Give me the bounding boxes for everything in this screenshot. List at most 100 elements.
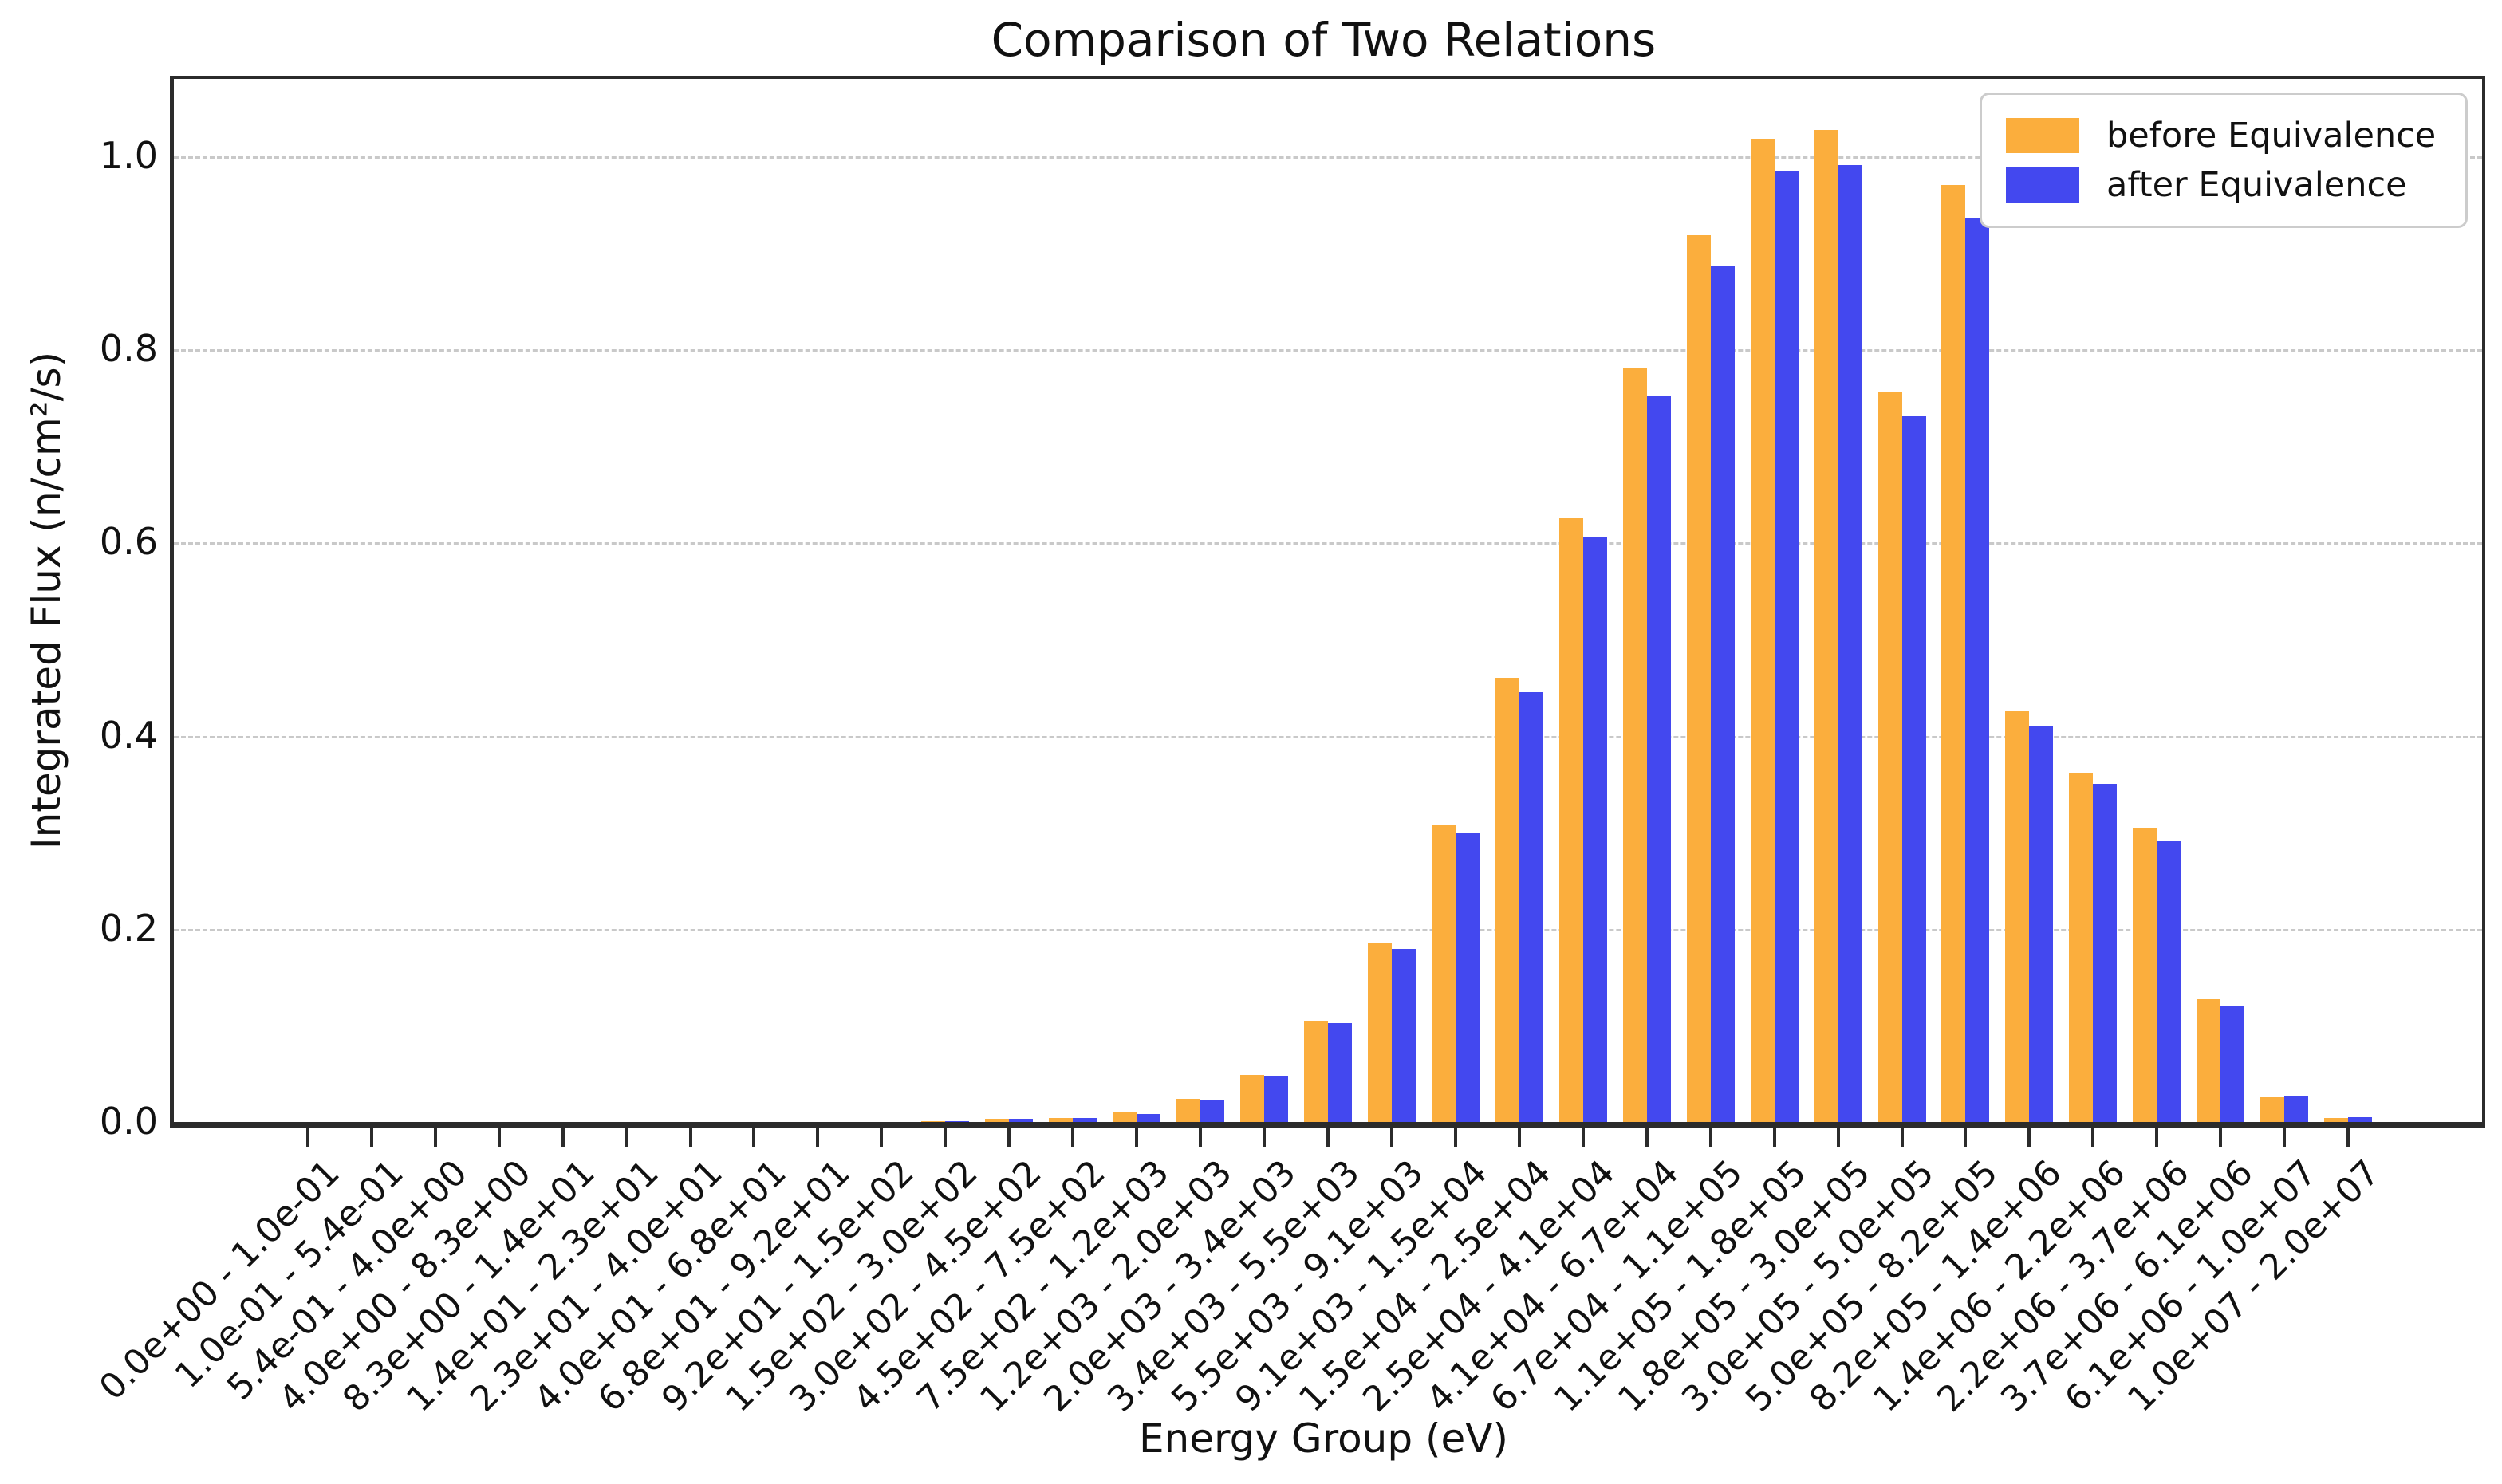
legend-label-after: after Equivalence xyxy=(2106,165,2407,205)
legend-label-before: before Equivalence xyxy=(2106,116,2437,155)
x-axis-label: Energy Group (eV) xyxy=(1138,1415,1508,1462)
y-tick-label: 0.0 xyxy=(99,1100,158,1143)
bar-after xyxy=(1582,537,1607,1122)
x-tick-mark xyxy=(1389,1128,1393,1147)
x-tick-mark xyxy=(880,1128,884,1147)
x-tick-mark xyxy=(433,1128,437,1147)
legend-swatch-after xyxy=(2006,167,2079,203)
x-tick-mark xyxy=(944,1128,948,1147)
bar-before xyxy=(1431,825,1456,1122)
x-tick-mark xyxy=(816,1128,820,1147)
bar-after xyxy=(2157,840,2181,1122)
x-tick-mark xyxy=(1836,1128,1840,1147)
bar-after xyxy=(1519,692,1543,1122)
chart-title: Comparison of Two Relations xyxy=(991,13,1657,67)
y-axis-label-text: Integrated Flux (n/cm²/s) xyxy=(23,351,69,850)
bar-after xyxy=(1965,218,1990,1122)
x-tick-mark xyxy=(1645,1128,1649,1147)
legend: before Equivalence after Equivalence xyxy=(1980,93,2468,228)
x-tick-mark xyxy=(2155,1128,2159,1147)
x-tick-mark xyxy=(497,1128,501,1147)
bar-before xyxy=(2197,999,2221,1122)
bar-after xyxy=(1009,1119,1034,1122)
bar-after xyxy=(1901,415,1926,1122)
bar-before xyxy=(921,1120,946,1122)
x-tick-mark xyxy=(1199,1128,1203,1147)
x-tick-mark xyxy=(1071,1128,1075,1147)
bar-after xyxy=(1391,949,1416,1122)
bar-before xyxy=(1558,518,1583,1122)
x-tick-mark xyxy=(1581,1128,1585,1147)
y-tick-label: 0.4 xyxy=(99,713,158,757)
x-tick-mark xyxy=(625,1128,628,1147)
y-tick-label: 1.0 xyxy=(99,133,158,177)
bar-before xyxy=(2133,827,2157,1122)
bar-after xyxy=(2029,726,2054,1122)
x-tick-mark xyxy=(1326,1128,1330,1147)
legend-swatch-before xyxy=(2006,118,2079,153)
bar-before xyxy=(1877,392,1902,1122)
legend-row-after: after Equivalence xyxy=(2006,160,2441,210)
x-tick-mark xyxy=(1135,1128,1139,1147)
y-tick-label: 0.8 xyxy=(99,327,158,371)
x-tick-mark xyxy=(2283,1128,2287,1147)
bar-before xyxy=(1176,1098,1201,1122)
x-tick-mark xyxy=(1453,1128,1457,1147)
bar-before xyxy=(1941,185,1966,1122)
gridline xyxy=(174,349,2482,352)
bar-before xyxy=(1304,1020,1328,1122)
x-tick-mark xyxy=(1263,1128,1267,1147)
gridline xyxy=(174,155,2482,159)
bar-before xyxy=(1367,943,1392,1122)
bar-after xyxy=(945,1120,970,1122)
bar-before xyxy=(1750,139,1775,1122)
bar-before xyxy=(1113,1112,1137,1122)
bar-after xyxy=(2284,1096,2309,1122)
y-tick-label: 0.2 xyxy=(99,906,158,950)
bar-after xyxy=(1838,164,1862,1122)
x-tick-mark xyxy=(305,1128,309,1147)
x-tick-mark xyxy=(1900,1128,1904,1147)
y-tick-label: 0.6 xyxy=(99,520,158,564)
gridline xyxy=(174,928,2482,931)
bar-before xyxy=(1622,368,1647,1122)
bar-before xyxy=(1049,1118,1074,1122)
x-tick-mark xyxy=(1708,1128,1712,1147)
bar-before xyxy=(2069,772,2094,1122)
bar-after xyxy=(1455,832,1480,1122)
x-tick-mark xyxy=(2346,1128,2350,1147)
x-tick-mark xyxy=(2027,1128,2031,1147)
x-tick-mark xyxy=(2219,1128,2223,1147)
x-tick-mark xyxy=(1964,1128,1968,1147)
bar-after xyxy=(1774,171,1799,1122)
bar-before xyxy=(1686,235,1711,1122)
bar-after xyxy=(1073,1118,1097,1122)
bar-after xyxy=(1646,396,1671,1122)
bar-after xyxy=(1264,1075,1289,1122)
bar-after xyxy=(2220,1006,2245,1122)
x-tick-mark xyxy=(561,1128,565,1147)
bar-before xyxy=(1240,1074,1265,1122)
bar-after xyxy=(2093,784,2118,1122)
x-tick-mark xyxy=(688,1128,692,1147)
x-tick-mark xyxy=(752,1128,756,1147)
bar-before xyxy=(2005,711,2030,1122)
x-tick-mark xyxy=(369,1128,373,1147)
gridline xyxy=(174,735,2482,738)
x-tick-mark xyxy=(2091,1128,2095,1147)
x-tick-mark xyxy=(1007,1128,1011,1147)
bar-after xyxy=(1200,1100,1225,1122)
bar-after xyxy=(1137,1114,1161,1122)
legend-row-before: before Equivalence xyxy=(2006,111,2441,160)
x-tick-mark xyxy=(1772,1128,1776,1147)
bar-after xyxy=(1328,1023,1352,1122)
bar-after xyxy=(2348,1116,2373,1122)
gridline xyxy=(174,542,2482,545)
bar-before xyxy=(1495,677,1519,1122)
bar-before xyxy=(985,1119,1010,1122)
bar-before xyxy=(2324,1118,2349,1122)
plot-area: Integrated Flux (n/cm²/s) 0.0 0.2 0.4 0.6 0.… xyxy=(23,76,2485,1420)
bar-after xyxy=(1710,265,1735,1122)
bar-before xyxy=(1814,130,1838,1122)
